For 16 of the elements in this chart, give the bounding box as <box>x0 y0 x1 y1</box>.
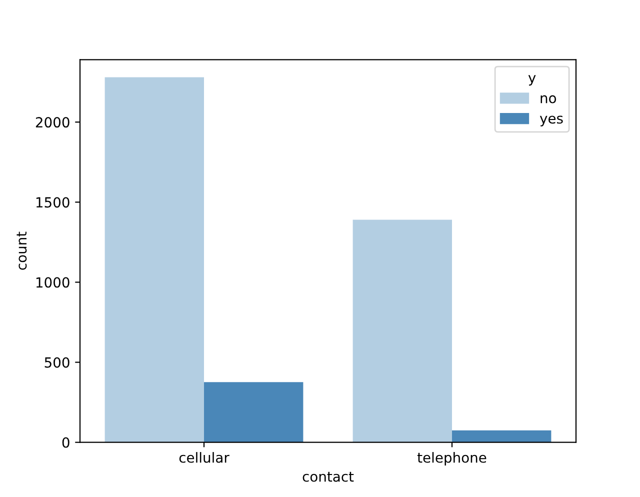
x-tick-label: cellular <box>179 452 230 463</box>
legend-label: no <box>540 95 556 104</box>
y-axis-title: count <box>16 232 27 270</box>
x-axis-title: contact <box>302 472 354 482</box>
y-tick-label: 500 <box>44 357 70 368</box>
y-tick-label: 0 <box>62 437 70 448</box>
y-tick-label: 1000 <box>36 277 70 288</box>
legend-title: y <box>528 75 536 86</box>
legend-label: yes <box>540 116 563 126</box>
bar <box>352 220 452 442</box>
y-tick-label: 1500 <box>36 197 70 208</box>
bar <box>452 430 552 442</box>
bar <box>104 77 204 442</box>
bar <box>204 382 304 442</box>
y-tick-label: 2000 <box>36 117 70 128</box>
x-tick-label: telephone <box>417 452 486 466</box>
